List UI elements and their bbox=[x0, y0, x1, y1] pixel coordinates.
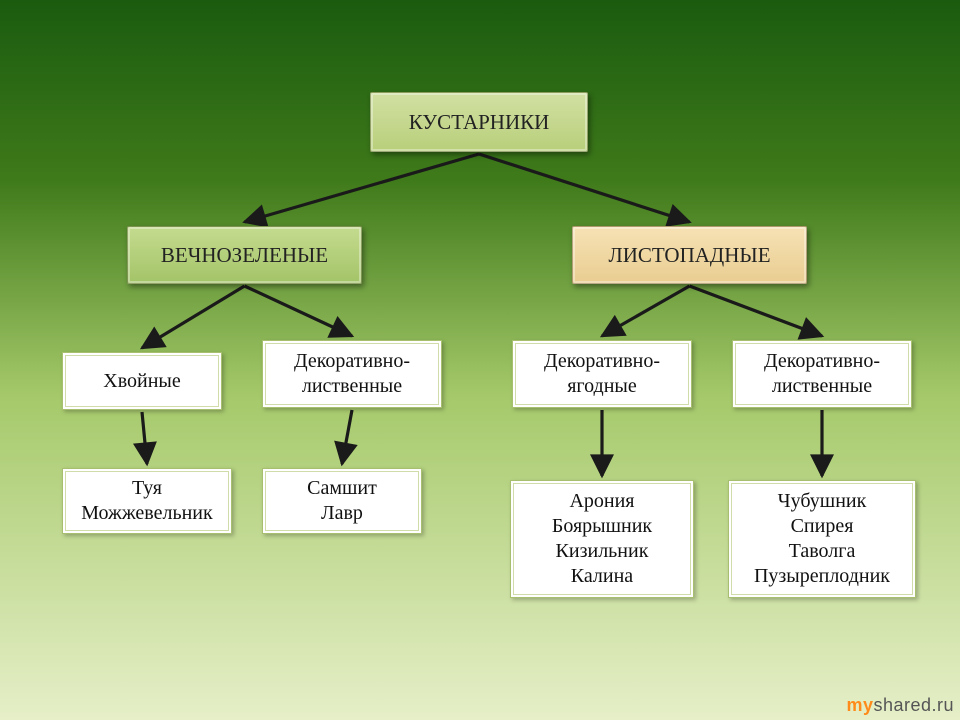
watermark: myshared.ru bbox=[846, 695, 954, 716]
tree-node-n9: Арония Боярышник Кизильник Калина bbox=[510, 480, 694, 598]
watermark-domain: shared.ru bbox=[873, 695, 954, 715]
tree-node-n1: ВЕЧНОЗЕЛЕНЫЕ bbox=[127, 226, 362, 284]
edge-n1-n3 bbox=[142, 286, 245, 348]
edge-n2-n5 bbox=[602, 286, 690, 336]
edge-n2-n6 bbox=[690, 286, 823, 336]
tree-node-n4: Декоративно- лиственные bbox=[262, 340, 442, 408]
edge-n3-n7 bbox=[142, 412, 147, 464]
tree-node-n0: КУСТАРНИКИ bbox=[370, 92, 588, 152]
edge-n4-n8 bbox=[342, 410, 352, 464]
tree-node-n6: Декоративно- лиственные bbox=[732, 340, 912, 408]
tree-node-n7: Туя Можжевельник bbox=[62, 468, 232, 534]
tree-node-n2: ЛИСТОПАДНЫЕ bbox=[572, 226, 807, 284]
edge-n0-n2 bbox=[479, 154, 690, 222]
tree-node-n10: Чубушник Спирея Таволга Пузыреплодник bbox=[728, 480, 916, 598]
tree-node-n5: Декоративно- ягодные bbox=[512, 340, 692, 408]
watermark-brand: my bbox=[846, 695, 873, 715]
edge-n0-n1 bbox=[245, 154, 480, 222]
tree-node-n8: Самшит Лавр bbox=[262, 468, 422, 534]
edge-n1-n4 bbox=[245, 286, 353, 336]
tree-node-n3: Хвойные bbox=[62, 352, 222, 410]
diagram-canvas: myshared.ru КУСТАРНИКИ ВЕЧНОЗЕЛЕНЫЕ ЛИСТОП… bbox=[0, 0, 960, 720]
